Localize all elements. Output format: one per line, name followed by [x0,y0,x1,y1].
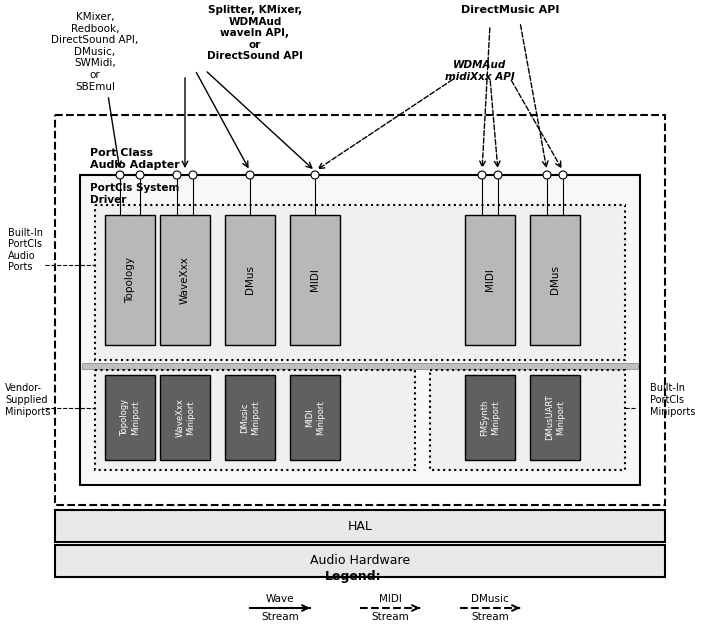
Bar [95,205,625,360]
Text: Vendor-
Supplied
Miniports: Vendor- Supplied Miniports [5,383,50,417]
Bar [430,370,625,470]
Text: DMusUART
Miniport: DMusUART Miniport [545,395,565,440]
Circle shape [189,171,197,179]
Text: DMusic
Miniport: DMusic Miniport [240,400,260,435]
Text: Stream: Stream [261,612,299,622]
Text: KMixer,
Redbook,
DirectSound API,
DMusic,
SWMidi,
or
SBEmul: KMixer, Redbook, DirectSound API, DMusic… [52,12,138,92]
Text: Built-In
PortCls
Miniports: Built-In PortCls Miniports [650,383,695,417]
Text: DMusic: DMusic [471,594,509,604]
Bar [225,215,275,345]
Text: Audio Hardware: Audio Hardware [310,554,410,568]
Text: Wave: Wave [265,594,294,604]
Text: MIDI: MIDI [485,269,495,292]
Text: Topology
Miniport: Topology Miniport [120,399,140,436]
Circle shape [494,171,502,179]
Text: Stream: Stream [371,612,409,622]
Text: Splitter, KMixer,
WDMAud
waveIn API,
or
DirectSound API: Splitter, KMixer, WDMAud waveIn API, or … [207,5,303,61]
Circle shape [543,171,551,179]
Text: MIDI: MIDI [310,269,320,292]
Text: DMus: DMus [550,266,560,294]
Bar [82,363,638,369]
Bar [465,215,515,345]
Bar [105,215,155,345]
Circle shape [173,171,181,179]
Bar [530,375,580,460]
Bar [95,370,415,470]
Bar [160,375,210,460]
Circle shape [478,171,486,179]
Bar [160,215,210,345]
Text: MIDI
Miniport: MIDI Miniport [305,400,325,435]
Bar [465,375,515,460]
Text: WaveXxx: WaveXxx [180,256,190,304]
Text: HAL: HAL [347,520,373,533]
Bar [80,175,640,485]
Bar [225,375,275,460]
Text: Legend:: Legend: [325,570,381,583]
Circle shape [136,171,144,179]
Bar [55,545,665,577]
Text: Stream: Stream [471,612,509,622]
Text: DMus: DMus [245,266,255,294]
Circle shape [246,171,254,179]
Text: WDMAud
midiXxx API: WDMAud midiXxx API [445,60,515,82]
Text: FMSynth
Miniport: FMSynth Miniport [480,399,500,436]
Bar [290,375,340,460]
Circle shape [311,171,319,179]
Text: Port Class
Audio Adapter: Port Class Audio Adapter [90,148,180,169]
Bar [290,215,340,345]
Circle shape [559,171,567,179]
Circle shape [116,171,124,179]
Text: WaveXxx
Miniport: WaveXxx Miniport [175,398,195,437]
Text: Built-In
PortCls
Audio
Ports: Built-In PortCls Audio Ports [8,227,43,273]
Text: DirectMusic API: DirectMusic API [461,5,559,15]
Bar [530,215,580,345]
Text: PortCls System
Driver: PortCls System Driver [90,183,179,204]
Text: Topology: Topology [125,257,135,303]
Bar [105,375,155,460]
Text: MIDI: MIDI [378,594,402,604]
Bar [55,115,665,505]
Bar [55,510,665,542]
